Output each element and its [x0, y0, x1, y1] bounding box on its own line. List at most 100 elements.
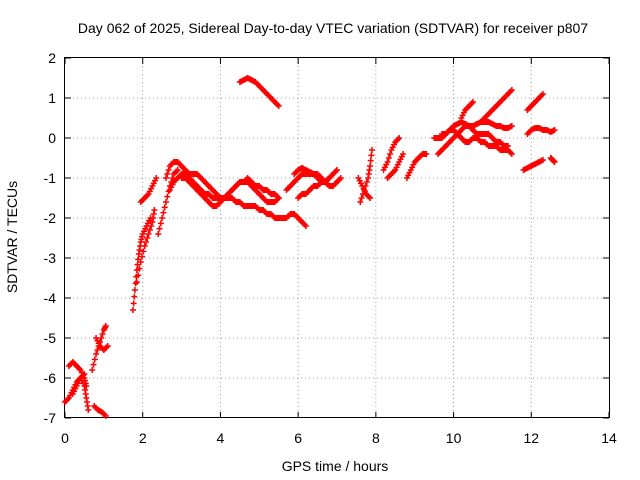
data-point	[102, 323, 109, 329]
data-point	[153, 175, 160, 181]
data-point	[146, 227, 153, 233]
series-arc-aa	[477, 87, 515, 125]
data-point	[89, 367, 96, 373]
data-point	[400, 151, 407, 157]
x-tick-label: 8	[372, 430, 380, 446]
data-point	[155, 231, 162, 237]
data-point	[367, 157, 374, 164]
data-point	[104, 343, 111, 349]
series-arc-ad	[520, 157, 546, 173]
data-point	[144, 235, 151, 241]
grid	[65, 58, 609, 418]
series-arc-ae	[547, 155, 558, 165]
data-point	[135, 272, 142, 279]
series-arc-e	[93, 335, 111, 353]
data-point	[157, 220, 164, 227]
y-tick-label: 0	[48, 130, 56, 146]
data-point	[337, 175, 344, 181]
x-tick-label: 10	[446, 430, 462, 446]
series-arc-u	[384, 151, 407, 181]
data-point	[396, 135, 403, 141]
data-point	[94, 347, 101, 353]
data-point	[151, 207, 158, 213]
data-point	[139, 253, 146, 260]
data-point	[367, 195, 374, 201]
y-tick-label: 1	[48, 90, 56, 106]
data-point	[133, 279, 140, 285]
y-tick-label: -3	[44, 250, 57, 266]
data-point	[164, 171, 171, 177]
x-tick-label: 14	[601, 430, 617, 446]
data-point	[385, 155, 392, 161]
y-tick-label: -2	[44, 210, 57, 226]
data-point	[102, 413, 109, 419]
y-axis-title: SDTVAR / TECUs	[4, 181, 20, 293]
data-point	[91, 356, 98, 363]
series-arc-k	[163, 159, 309, 229]
x-tick-label: 12	[523, 430, 539, 446]
data-point	[165, 167, 172, 173]
series-arc-ab	[524, 91, 546, 113]
data-point	[470, 99, 476, 105]
data-points	[62, 75, 558, 419]
data-point	[368, 147, 375, 153]
series-arc-m	[178, 175, 282, 209]
data-point	[539, 157, 546, 163]
data-point	[384, 159, 391, 165]
data-point	[504, 143, 511, 149]
data-point	[164, 193, 171, 200]
data-point	[161, 204, 168, 211]
data-point	[508, 123, 515, 129]
series-arc-i	[137, 175, 160, 205]
series-arc-t	[380, 135, 403, 173]
y-tick-label: -5	[44, 330, 57, 346]
series-arc-ac	[524, 125, 558, 137]
plot-frame	[64, 57, 610, 418]
data-point	[551, 127, 558, 133]
x-tick-label: 6	[294, 430, 302, 446]
data-point	[539, 91, 546, 97]
x-axis-title: GPS time / hours	[282, 458, 389, 474]
data-point	[130, 307, 136, 313]
series-arc-h	[133, 207, 158, 285]
data-point	[160, 209, 167, 216]
data-point	[368, 152, 375, 159]
data-point	[302, 223, 309, 229]
data-point	[98, 335, 105, 341]
data-point	[140, 248, 147, 255]
data-point	[156, 225, 163, 232]
data-point	[85, 407, 92, 413]
series-arc-j	[155, 167, 181, 237]
series-arc-n	[236, 75, 282, 109]
data-point	[163, 199, 170, 205]
data-point	[326, 175, 333, 181]
series-arc-f	[91, 403, 109, 419]
y-tick-label: -1	[44, 170, 57, 186]
data-point	[159, 215, 166, 221]
data-point	[387, 151, 394, 157]
data-point	[367, 163, 374, 169]
series-arc-q	[295, 175, 333, 201]
series-arc-v	[403, 151, 430, 181]
data-point	[551, 159, 558, 165]
data-point	[363, 179, 370, 185]
y-tick-label: -7	[44, 410, 57, 426]
data-point	[132, 280, 139, 287]
data-point	[145, 231, 152, 237]
data-point	[90, 361, 97, 368]
data-point	[136, 265, 143, 272]
data-point	[148, 223, 155, 229]
data-point	[275, 195, 282, 201]
x-tick-label: 0	[61, 430, 69, 446]
data-point	[131, 287, 138, 293]
data-point	[99, 331, 106, 337]
data-point	[174, 167, 181, 173]
series-arc-s	[355, 175, 374, 201]
series-arc-y	[438, 119, 515, 137]
series-arc-z	[458, 99, 476, 121]
data-point	[508, 87, 515, 93]
x-tick-label: 2	[139, 430, 147, 446]
data-point	[142, 239, 149, 245]
data-point	[508, 151, 515, 157]
